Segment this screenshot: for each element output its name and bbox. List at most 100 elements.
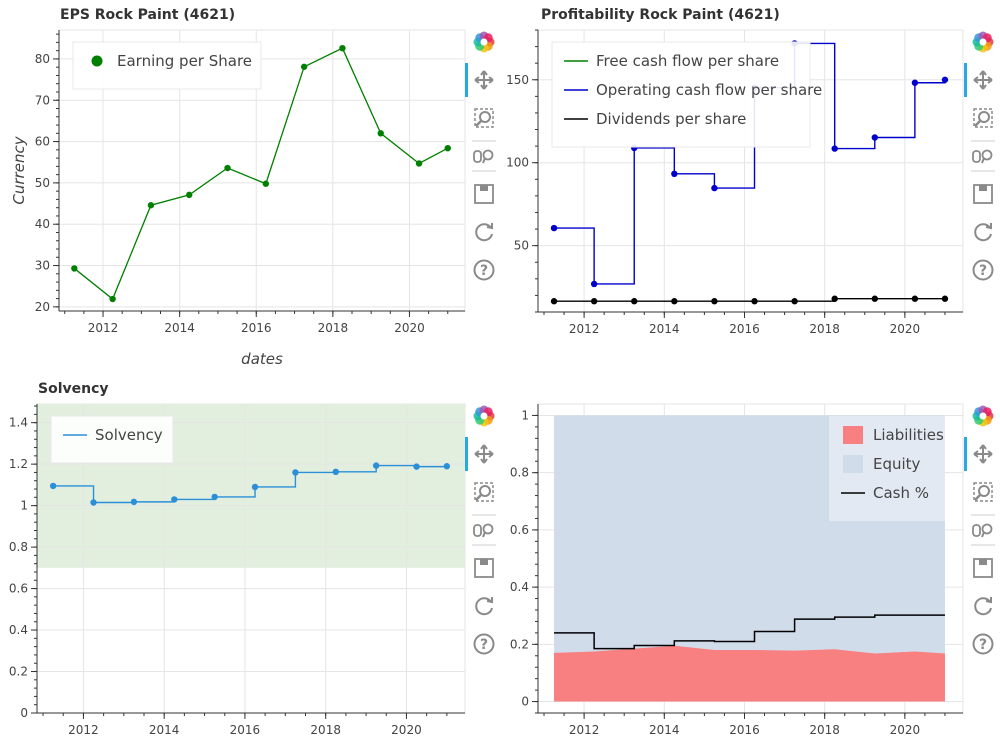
lens-glyph — [978, 111, 990, 123]
lens-handle — [974, 494, 981, 501]
operating-cf-point — [941, 76, 949, 83]
x-tick-label: 2020 — [391, 723, 422, 737]
wheel-glyph — [972, 150, 981, 163]
box-zoom-icon[interactable] — [474, 108, 494, 128]
box-zoom-icon[interactable] — [474, 482, 494, 502]
legend-item[interactable]: Equity — [843, 455, 921, 473]
x-tick-label: 2012 — [569, 723, 600, 737]
dividends-point — [941, 295, 949, 302]
dividends-point — [871, 295, 878, 302]
eps-point — [109, 295, 116, 303]
x-tick-label: 2012 — [88, 321, 119, 335]
chart-solvency: Solvency 2012 2014 2016 2018 2020 0 0.2 0.4 0.6 0.… — [9, 381, 466, 737]
x-tick-label: 2014 — [149, 723, 180, 737]
chart-profitability: Profitability Rock Paint (4621)2012 2014 2… — [506, 7, 964, 336]
gridlines — [538, 30, 963, 312]
lens-glyph — [981, 149, 993, 161]
reset-icon[interactable] — [475, 223, 493, 242]
lens-glyph — [482, 149, 494, 161]
y-tick-label: 0.4 — [510, 580, 529, 594]
axes: 2012 2014 2016 2018 2020 50 100 150 — [506, 29, 963, 336]
operating-cf-point — [550, 224, 558, 232]
eps-point — [147, 202, 155, 209]
save-icon[interactable] — [474, 558, 494, 578]
y-tick-label: 0 — [20, 706, 28, 720]
help-glyph: ? — [979, 263, 987, 279]
y-ticks: 50 100 150 — [506, 29, 538, 313]
lens-glyph — [482, 523, 494, 535]
pan-icon[interactable] — [474, 70, 494, 90]
legend-item[interactable]: Free cash flow per share — [564, 52, 779, 70]
legend-item[interactable]: Operating cash flow per share — [564, 81, 822, 99]
legend-item[interactable]: Earning per Share — [91, 52, 253, 70]
pan-glyph — [973, 444, 993, 464]
liabilities-area — [554, 645, 945, 702]
reset-arc — [475, 223, 493, 242]
reset-icon[interactable] — [475, 597, 493, 616]
dividends-point — [751, 298, 758, 305]
x-tick-label: 2016 — [230, 723, 261, 737]
cash-line — [554, 614, 945, 650]
wheel-zoom-icon[interactable] — [472, 514, 496, 546]
wheel-glyph — [972, 524, 981, 537]
lens-handle — [475, 120, 482, 127]
help-ring — [972, 259, 994, 281]
logo-center — [480, 38, 488, 46]
solvency-point — [332, 468, 339, 476]
eps-point — [262, 180, 270, 187]
operating-cf-point — [911, 79, 919, 86]
wheel-zoom-icon[interactable] — [971, 514, 995, 546]
pan-glyph — [973, 70, 993, 90]
save-slot — [480, 185, 488, 191]
lens-glyph — [479, 485, 491, 497]
save-icon[interactable] — [973, 558, 993, 578]
operating-cf-point — [711, 184, 718, 192]
legend-item[interactable]: Liabilities — [843, 426, 944, 444]
lens-glyph — [479, 111, 491, 123]
save-icon[interactable] — [973, 184, 993, 204]
help-icon[interactable]: ? — [972, 633, 994, 655]
y-ticks: 20 30 40 50 60 70 80 — [35, 33, 59, 314]
box-zoom-icon[interactable] — [973, 482, 993, 502]
x-tick-label: 2020 — [890, 723, 921, 737]
eps-point — [377, 130, 384, 137]
help-icon[interactable]: ? — [972, 259, 994, 281]
pan-icon[interactable] — [973, 444, 993, 464]
legend-item[interactable]: Solvency — [63, 426, 163, 444]
legend-label: Solvency — [95, 426, 163, 444]
pan-icon[interactable] — [474, 444, 494, 464]
legend-label: Free cash flow per share — [596, 52, 779, 70]
x-tick-label: 2020 — [890, 322, 921, 336]
y-tick-label: 100 — [506, 156, 529, 170]
help-icon[interactable]: ? — [473, 633, 495, 655]
reset-arc — [475, 597, 493, 616]
toolbar: ? — [465, 31, 496, 281]
lens-handle — [475, 494, 482, 501]
x-tick-label: 2018 — [809, 322, 840, 336]
y-tick-label: 0 — [521, 695, 529, 709]
save-icon[interactable] — [474, 184, 494, 204]
legend-label: Operating cash flow per share — [596, 81, 822, 99]
legend-label: Cash % — [873, 484, 929, 502]
pan-icon[interactable] — [973, 70, 993, 90]
legend: Earning per Share — [72, 41, 262, 90]
wheel-zoom-icon[interactable] — [472, 140, 496, 172]
toolbar: ? — [964, 31, 995, 281]
chart-balance: 2012 2014 2016 2018 2020 0 0.2 0.4 0.6 0.8 1 Liabil… — [510, 403, 964, 737]
y-axis-label: Currency — [10, 135, 28, 204]
box-zoom-icon[interactable] — [973, 108, 993, 128]
legend-item[interactable]: Cash % — [841, 484, 929, 502]
series-group — [71, 44, 451, 303]
legend: Solvency — [50, 415, 174, 464]
y-tick-label: 1.2 — [9, 457, 28, 471]
eps-point — [444, 144, 451, 152]
logo-center — [480, 412, 488, 420]
reset-icon[interactable] — [974, 597, 992, 616]
help-glyph: ? — [480, 263, 488, 279]
wheel-zoom-icon[interactable] — [971, 140, 995, 172]
legend-item[interactable]: Dividends per share — [564, 110, 746, 128]
legend-label: Dividends per share — [596, 110, 746, 128]
x-tick-label: 2016 — [729, 322, 760, 336]
reset-icon[interactable] — [974, 223, 992, 242]
help-icon[interactable]: ? — [473, 259, 495, 281]
